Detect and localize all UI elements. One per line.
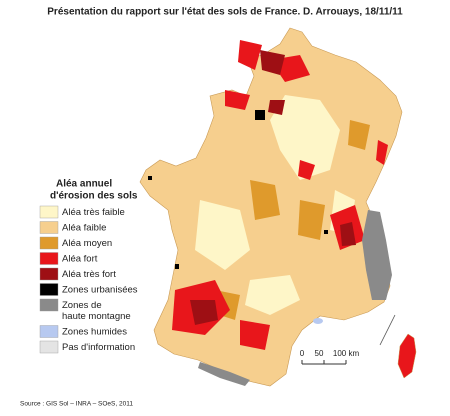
legend-label: Aléa moyen — [62, 238, 112, 249]
legend-label: Zones urbanisées — [62, 284, 138, 295]
corsica — [397, 333, 417, 379]
legend-swatch — [39, 252, 59, 265]
legend-swatch — [39, 267, 59, 281]
legend-swatch — [39, 283, 59, 296]
mountain-zone — [362, 210, 392, 300]
legend-swatch — [39, 205, 59, 219]
wetland-zone — [313, 318, 323, 324]
legend-swatch — [39, 325, 59, 338]
legend-swatch — [39, 340, 59, 354]
legend-swatch — [39, 298, 59, 312]
title: Présentation du rapport sur l'état des s… — [47, 7, 403, 18]
legend: Aléa annuel d'érosion des sols Aléa très… — [39, 179, 138, 354]
legend-label: Aléa faible — [62, 222, 106, 233]
france-map — [139, 27, 417, 387]
legend-swatch — [39, 236, 59, 250]
very-low-zones — [195, 95, 355, 315]
pyrenees-zone — [198, 362, 250, 386]
high-zones — [172, 40, 388, 350]
legend-label: Aléa très faible — [62, 207, 125, 218]
corsica-separator — [379, 314, 396, 346]
legend-label: Aléa très fort — [62, 269, 116, 280]
urban-zones — [148, 110, 328, 269]
legend-swatch — [39, 221, 59, 234]
very-high-zones — [190, 50, 356, 325]
legend-title: d'érosion des sols — [50, 191, 138, 202]
source: Source : GIS Sol – INRA – SOeS, 2011 — [20, 401, 133, 408]
legend-label: Zones humides — [62, 326, 127, 337]
legend-label: Aléa fort — [62, 253, 98, 264]
scale-bar: 0 50 100 km — [300, 349, 360, 365]
legend-label: Pas d'information — [62, 342, 135, 353]
legend-label: Zones de haute montagne — [62, 300, 131, 322]
legend-title: Aléa annuel — [56, 179, 112, 190]
scale-label: 0 — [300, 349, 305, 358]
scale-label: 50 — [315, 349, 324, 358]
scale-label: 100 km — [333, 349, 360, 358]
